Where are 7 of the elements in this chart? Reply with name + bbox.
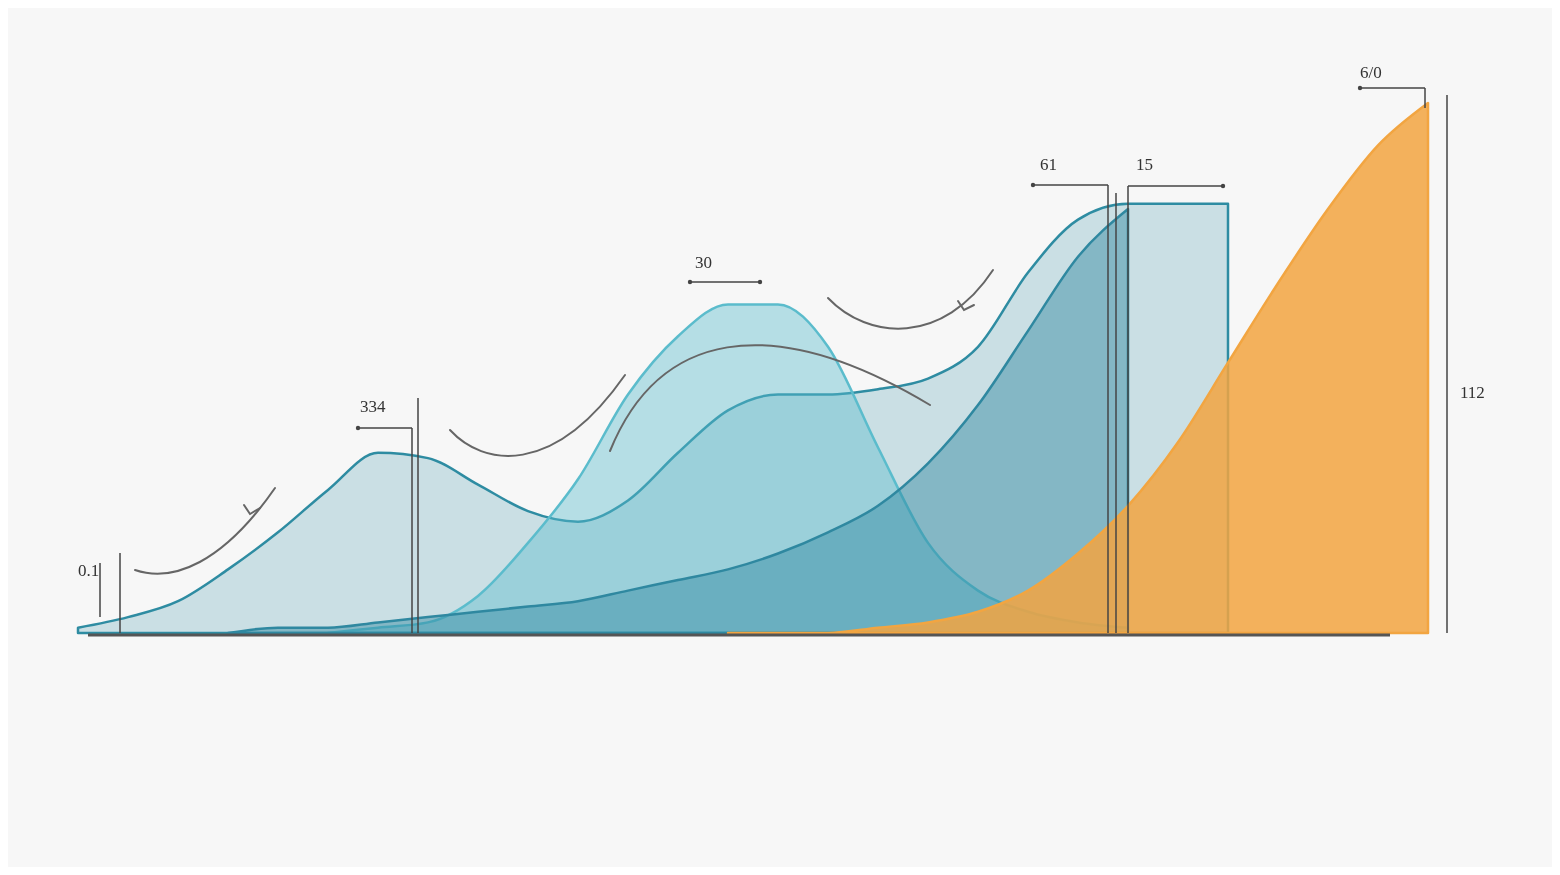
text: 112 bbox=[1460, 383, 1485, 402]
annotation: 334 bbox=[360, 397, 386, 416]
annotation: 15 bbox=[1136, 155, 1153, 174]
annotation: 0.1 bbox=[78, 561, 100, 580]
annotation: 61 bbox=[1040, 155, 1057, 174]
text: 6/0 bbox=[1360, 63, 1382, 82]
annotation: 30 bbox=[695, 253, 712, 272]
